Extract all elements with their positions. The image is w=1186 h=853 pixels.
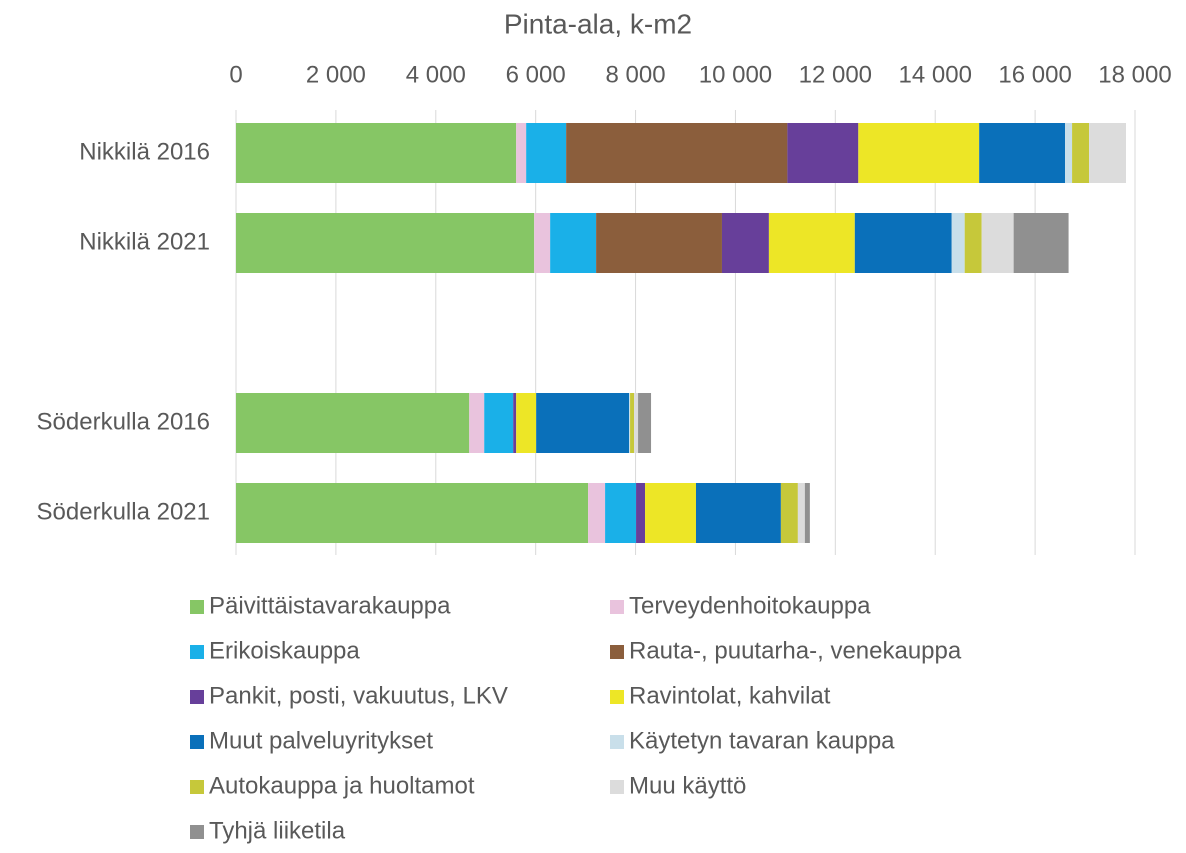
bar-segment xyxy=(951,213,965,273)
bar-segment xyxy=(630,393,635,453)
bar-segment xyxy=(236,483,589,543)
bar-segment xyxy=(768,213,855,273)
bar-segment xyxy=(645,483,696,543)
bar-segment xyxy=(981,213,1014,273)
chart-title: Pinta-ala, k-m2 xyxy=(504,8,692,39)
legend-label: Erikoiskauppa xyxy=(209,637,360,664)
legend-label: Ravintolat, kahvilat xyxy=(629,682,831,709)
bar-segment xyxy=(588,483,606,543)
bar-segment xyxy=(1065,123,1073,183)
legend-label: Autokauppa ja huoltamot xyxy=(209,772,475,799)
bar-segment xyxy=(236,213,535,273)
x-tick-label: 8 000 xyxy=(606,61,666,88)
bar-segment xyxy=(636,483,646,543)
bar-segment xyxy=(721,213,769,273)
legend-swatch xyxy=(610,645,624,659)
y-tick-label: Nikkilä 2021 xyxy=(79,228,210,255)
bar-segment xyxy=(629,393,631,453)
bar-segment xyxy=(1013,213,1069,273)
bar-segment xyxy=(804,483,810,543)
x-tick-label: 16 000 xyxy=(998,61,1071,88)
legend-label: Rauta-, puutarha-, venekauppa xyxy=(629,637,962,664)
bar-segment xyxy=(605,483,637,543)
bar-segment xyxy=(1072,123,1090,183)
legend-swatch xyxy=(610,780,624,794)
bar-segment xyxy=(979,123,1066,183)
bar-segment xyxy=(780,483,798,543)
y-tick-label: Söderkulla 2021 xyxy=(37,498,210,525)
y-tick-label: Nikkilä 2016 xyxy=(79,138,210,165)
bar-segment xyxy=(787,123,859,183)
legend-swatch xyxy=(610,600,624,614)
x-tick-label: 2 000 xyxy=(306,61,366,88)
bar-segment xyxy=(858,123,980,183)
bar-segment xyxy=(566,123,788,183)
legend-swatch xyxy=(190,825,204,839)
bar-segment xyxy=(1089,123,1127,183)
legend-swatch xyxy=(190,690,204,704)
bar-segment xyxy=(534,213,551,273)
legend-swatch xyxy=(190,735,204,749)
legend-label: Muu käyttö xyxy=(629,772,746,799)
bar-segment xyxy=(236,393,470,453)
legend-swatch xyxy=(610,690,624,704)
legend-swatch xyxy=(190,780,204,794)
bar-segment xyxy=(513,393,517,453)
bar-segment xyxy=(854,213,952,273)
x-tick-label: 12 000 xyxy=(799,61,872,88)
bar-segment xyxy=(638,393,652,453)
legend-label: Päivittäistavarakauppa xyxy=(209,592,451,619)
bar-segment xyxy=(526,123,567,183)
x-tick-label: 4 000 xyxy=(406,61,466,88)
x-tick-label: 0 xyxy=(229,61,242,88)
legend-swatch xyxy=(190,600,204,614)
bar-segment xyxy=(484,393,514,453)
bar-segment xyxy=(469,393,485,453)
bar-segment xyxy=(550,213,597,273)
bar-segment xyxy=(596,213,722,273)
legend-label: Käytetyn tavaran kauppa xyxy=(629,727,895,754)
legend-swatch xyxy=(610,735,624,749)
x-tick-label: 10 000 xyxy=(699,61,772,88)
legend-label: Muut palveluyritykset xyxy=(209,727,433,754)
legend-label: Tyhjä liiketila xyxy=(209,817,346,844)
legend-label: Pankit, posti, vakuutus, LKV xyxy=(209,682,508,709)
bar-segment xyxy=(797,483,805,543)
bar-segment xyxy=(536,393,630,453)
legend-swatch xyxy=(190,645,204,659)
x-tick-label: 14 000 xyxy=(899,61,972,88)
bar-segment xyxy=(516,393,537,453)
bar-segment xyxy=(634,393,639,453)
x-tick-label: 6 000 xyxy=(506,61,566,88)
bar-segment xyxy=(695,483,781,543)
bar-segment xyxy=(964,213,982,273)
legend-label: Terveydenhoitokauppa xyxy=(629,592,871,619)
y-tick-label: Söderkulla 2016 xyxy=(37,408,210,435)
x-tick-label: 18 000 xyxy=(1098,61,1171,88)
bar-segment xyxy=(236,123,517,183)
bar-segment xyxy=(516,123,527,183)
